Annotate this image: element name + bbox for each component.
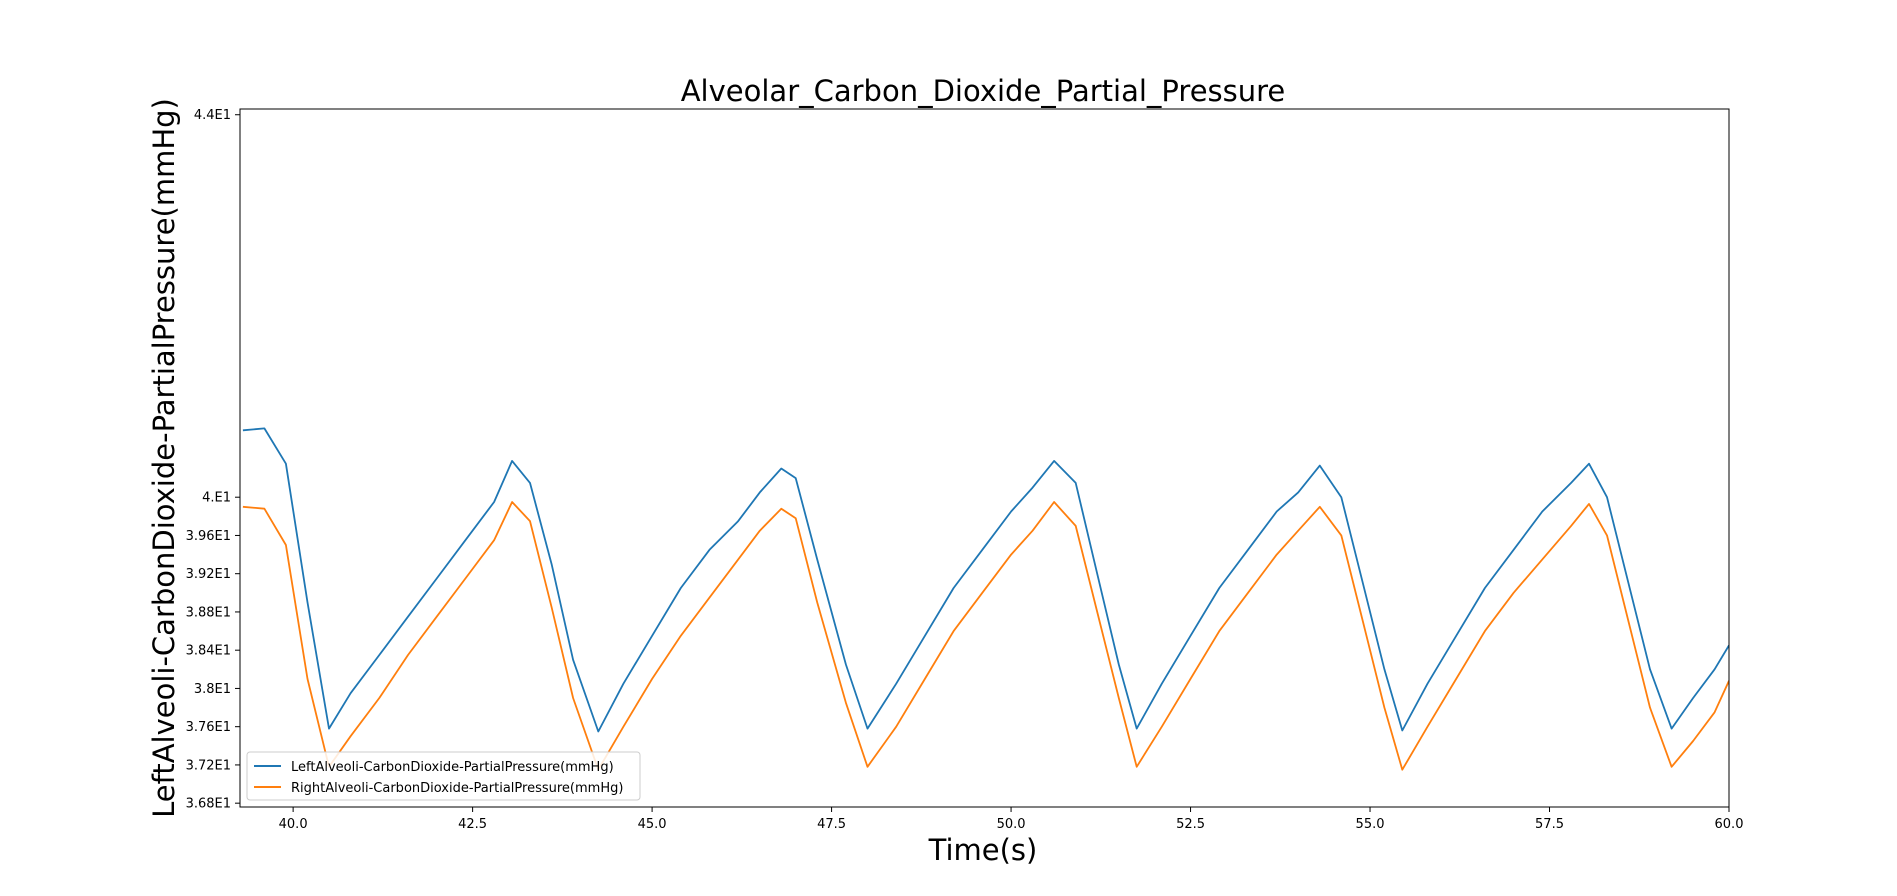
- x-tick-label: 52.5: [1176, 817, 1205, 832]
- y-tick-label: 3.88E1: [186, 605, 231, 620]
- y-tick-label: 3.84E1: [186, 644, 231, 659]
- y-tick-label: 3.68E1: [186, 797, 231, 812]
- legend-box: [246, 751, 641, 801]
- series-line-left-alveoli: [242, 427, 1729, 733]
- y-tick-label: 3.76E1: [186, 720, 231, 735]
- y-axis: 3.68E1 3.72E1 3.76E1 3.8E1 3.84E1 3.88E1 3.92E…: [186, 108, 240, 812]
- legend: LeftAlveoli-CarbonDioxide-PartialPressur…: [246, 751, 641, 801]
- y-tick-label: 4.4E1: [194, 108, 231, 123]
- x-tick-label: 47.5: [817, 817, 846, 832]
- plot-frame: [239, 108, 1730, 808]
- y-axis-label: LeftAlveoli-CarbonDioxide-PartialPressur…: [147, 98, 181, 818]
- x-tick-label: 57.5: [1535, 817, 1564, 832]
- series-group: [242, 427, 1729, 771]
- x-tick-label: 50.0: [997, 817, 1026, 832]
- x-axis-label: Time(s): [928, 833, 1038, 867]
- x-tick-label: 40.0: [279, 817, 308, 832]
- x-tick-label: 60.0: [1715, 817, 1744, 832]
- y-tick-label: 3.92E1: [186, 567, 231, 582]
- y-tick-label: 3.72E1: [186, 758, 231, 773]
- x-tick-label: 45.0: [638, 817, 667, 832]
- y-tick-label: 3.8E1: [194, 682, 231, 697]
- legend-label-right: RightAlveoli-CarbonDioxide-PartialPressu…: [291, 781, 623, 796]
- x-tick-label: 55.0: [1356, 817, 1385, 832]
- series-line-right-alveoli: [242, 501, 1729, 771]
- chart-title: Alveolar_Carbon_Dioxide_Partial_Pressure: [681, 74, 1286, 108]
- x-axis: 40.0 42.5 45.0 47.5 50.0 52.5 55.0 57.5 60.0: [279, 807, 1744, 832]
- plot-area: [239, 108, 1730, 808]
- y-tick-label: 3.96E1: [186, 529, 231, 544]
- x-tick-label: 42.5: [458, 817, 487, 832]
- legend-label-left: LeftAlveoli-CarbonDioxide-PartialPressur…: [291, 760, 614, 775]
- y-tick-label: 4.E1: [202, 491, 231, 506]
